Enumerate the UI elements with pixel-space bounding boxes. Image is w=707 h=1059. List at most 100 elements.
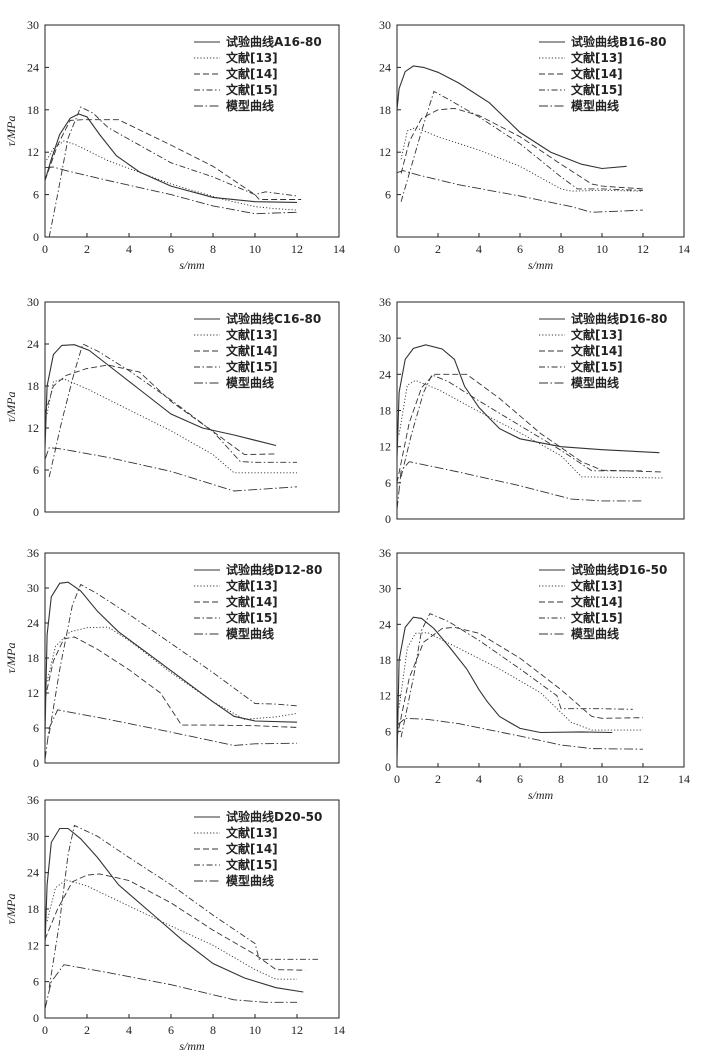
y-tick-label: 30	[27, 829, 39, 843]
legend-label-ref13: 文献[13]	[226, 50, 278, 65]
legend-label-ref14: 文献[14]	[571, 343, 623, 358]
series-line-test	[45, 827, 304, 993]
x-tick-label: 6	[168, 1023, 174, 1037]
series-line-ref14	[45, 364, 277, 456]
y-tick-label: 0	[385, 760, 391, 774]
x-tick-label: 12	[291, 1023, 303, 1037]
y-tick-label: 30	[379, 582, 391, 596]
series-line-test	[45, 581, 298, 734]
y-tick-label: 6	[33, 721, 39, 735]
series-line-model	[397, 461, 643, 511]
plot-frame	[44, 301, 340, 513]
series-line-ref14	[45, 119, 302, 200]
legend-label-ref15: 文献[15]	[226, 610, 278, 625]
plot-frame	[396, 301, 685, 520]
legend-label-test: 试验曲线D20-50	[226, 809, 322, 824]
y-tick-label: 12	[379, 689, 391, 703]
panel-D16-80: 0 6 12 18 24 30 36 试验曲线D16-80文献[13]文献[14]文献[15]…	[379, 295, 685, 526]
plot-frame	[396, 24, 685, 238]
x-tick-label: 12	[291, 242, 303, 256]
y-tick-label: 0	[33, 756, 39, 770]
y-tick-label: 18	[27, 651, 39, 665]
y-tick-label: 6	[33, 463, 39, 477]
y-tick-label: 24	[27, 60, 39, 74]
y-tick-label: 30	[379, 331, 391, 345]
y-tick-label: 12	[379, 440, 391, 454]
x-tick-label: 12	[637, 242, 649, 256]
x-tick-label: 14	[678, 242, 690, 256]
x-tick-label: 2	[84, 242, 90, 256]
series-line-ref13	[398, 632, 643, 731]
y-tick-label: 0	[385, 512, 391, 526]
x-tick-label: 4	[126, 1023, 132, 1037]
legend-label-model: 模型曲线	[571, 375, 619, 390]
series-line-model	[45, 447, 298, 492]
y-tick-label: 12	[27, 938, 39, 952]
y-tick-label: 0	[33, 505, 39, 519]
series-line-test	[397, 65, 627, 170]
x-tick-label: 2	[435, 242, 441, 256]
legend-label-ref15: 文献[15]	[571, 82, 623, 97]
series-line-ref13	[46, 879, 297, 980]
x-tick-label: 14	[678, 772, 690, 786]
x-tick-label: 8	[210, 1023, 216, 1037]
legend-label-ref15: 文献[15]	[226, 82, 278, 97]
plot-frame	[396, 552, 685, 768]
x-tick-label: 2	[84, 1023, 90, 1037]
y-tick-label: 18	[379, 653, 391, 667]
y-tick-label: 6	[33, 188, 39, 202]
legend-label-ref13: 文献[13]	[226, 825, 278, 840]
x-tick-label: 8	[210, 242, 216, 256]
y-tick-label: 30	[27, 295, 39, 309]
y-tick-label: 24	[379, 367, 391, 381]
y-tick-label: 36	[379, 546, 391, 560]
y-tick-label: 30	[379, 18, 391, 32]
legend-label-ref14: 文献[14]	[226, 841, 278, 856]
y-tick-label: 36	[379, 295, 391, 309]
series-line-ref15	[48, 583, 298, 734]
y-tick-label: 18	[379, 103, 391, 117]
legend-label-ref14: 文献[14]	[226, 343, 278, 358]
legend-label-ref14: 文献[14]	[571, 66, 623, 81]
x-tick-label: 10	[596, 772, 608, 786]
legend-label-model: 模型曲线	[226, 375, 274, 390]
y-tick-label: 6	[33, 975, 39, 989]
x-tick-label: 10	[249, 1023, 261, 1037]
legend-label-ref15: 文献[15]	[226, 857, 278, 872]
y-tick-label: 12	[379, 145, 391, 159]
x-tick-label: 6	[168, 242, 174, 256]
panel-D12-80: 0 6 12 18 24 30 36 τ/MPa 试验曲线D12-80文献[13]文献[14]文…	[4, 546, 340, 770]
x-axis-label: s/mm	[179, 258, 205, 272]
legend-label-ref14: 文献[14]	[226, 594, 278, 609]
y-axis-label: τ/MPa	[4, 116, 18, 147]
panel-C16-80: 0 6 12 18 24 30 τ/MPa 试验曲线C16-80文献[13]文献[14]文献[…	[4, 295, 340, 519]
series-line-test	[397, 344, 660, 459]
y-tick-label: 24	[379, 617, 391, 631]
series-line-model	[45, 166, 298, 215]
plot-frame	[44, 24, 340, 238]
y-tick-label: 0	[33, 230, 39, 244]
x-tick-label: 0	[42, 242, 48, 256]
y-tick-label: 6	[385, 476, 391, 490]
x-tick-label: 12	[637, 772, 649, 786]
x-axis-label: s/mm	[528, 258, 554, 272]
series-line-ref14	[397, 626, 644, 738]
y-tick-label: 18	[27, 103, 39, 117]
series-line-ref15	[400, 374, 643, 477]
legend-label-ref13: 文献[13]	[571, 327, 623, 342]
series-line-test	[397, 616, 613, 762]
y-tick-label: 6	[385, 188, 391, 202]
legend-label-model: 模型曲线	[571, 626, 619, 641]
y-tick-label: 36	[27, 546, 39, 560]
x-tick-label: 6	[517, 772, 523, 786]
